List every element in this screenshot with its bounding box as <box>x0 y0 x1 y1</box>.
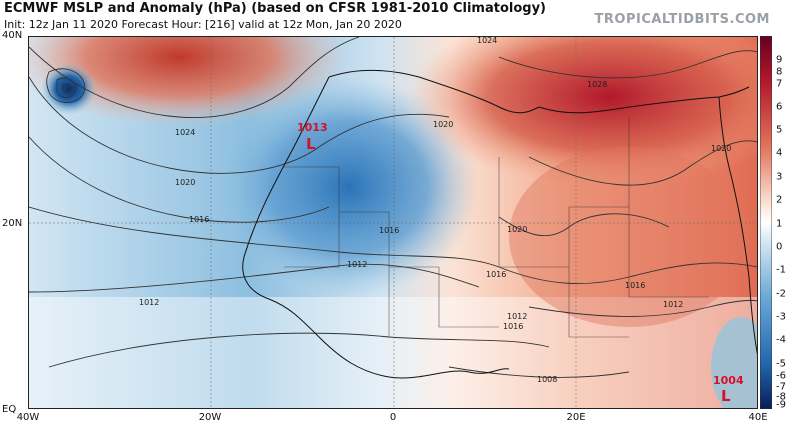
isobar-label: 1016 <box>625 281 645 290</box>
isobar-label: 1020 <box>507 225 527 234</box>
lon-label-40w: 40W <box>16 412 40 423</box>
isobar-label: 1016 <box>189 215 209 224</box>
colorbar-tick: 0 <box>776 241 783 253</box>
isobar-label: 1020 <box>175 178 195 187</box>
colorbar-tick: 1 <box>776 218 783 230</box>
lat-label-20n: 20N <box>2 218 23 229</box>
isobar-label: 1020 <box>433 120 453 129</box>
colorbar-tick: 3 <box>776 171 783 183</box>
brand-logo: TROPICALTIDBITS.COM <box>594 12 770 27</box>
colorbar-tick: -3 <box>776 311 786 323</box>
low-pressure-symbol: L <box>721 387 731 405</box>
country-borders <box>284 117 709 338</box>
tropical-neutral-band <box>29 297 757 408</box>
lon-label-40e: 40E <box>748 412 768 423</box>
lon-label-20e: 20E <box>566 412 586 423</box>
colorbar-tick: 9 <box>776 54 783 66</box>
colorbar-tick: -9 <box>776 399 786 411</box>
map-subtitle: Init: 12z Jan 11 2020 Forecast Hour: [21… <box>4 18 402 31</box>
isobar-label: 1016 <box>486 270 506 279</box>
isobar-label: 1012 <box>507 312 527 321</box>
colorbar-tick: -8 <box>776 391 786 403</box>
isobar-label: 1020 <box>711 144 731 153</box>
isobar-label: 1008 <box>537 375 557 384</box>
low-pressure-value: 1004 <box>713 374 744 387</box>
colorbar-scale <box>760 36 772 409</box>
isobar-label: 1016 <box>379 226 399 235</box>
isobar-label: 1012 <box>139 298 159 307</box>
forecast-map: 1024 1020 1016 1012 1020 1016 1012 1008 … <box>28 36 758 409</box>
colorbar-tick: -7 <box>776 381 786 393</box>
isobar-label: 1016 <box>503 322 523 331</box>
isobar-label: 1012 <box>663 300 683 309</box>
isobar-label: 1024 <box>175 128 195 137</box>
low-pressure-value: 1013 <box>297 121 328 134</box>
colorbar-tick: 7 <box>776 78 783 90</box>
isobar-label: 1012 <box>347 260 367 269</box>
sahara-negative-anomaly <box>219 77 479 297</box>
map-canvas: 1024 1020 1016 1012 1020 1016 1012 1008 … <box>29 37 757 408</box>
colorbar-tick: 5 <box>776 124 783 136</box>
lon-label-0: 0 <box>389 412 397 423</box>
colorbar-tick: -5 <box>776 358 786 370</box>
grid-lines <box>29 37 757 408</box>
colorbar-tick: 2 <box>776 194 783 206</box>
lon-label-20w: 20W <box>198 412 222 423</box>
colorbar-tick: 8 <box>776 66 783 78</box>
atlantic-low-anomaly <box>41 63 97 115</box>
coastlines <box>242 69 757 379</box>
low-pressure-symbol: L <box>306 135 316 153</box>
colorbar <box>760 36 772 409</box>
map-title: ECMWF MSLP and Anomaly (hPa) (based on C… <box>4 1 546 16</box>
colorbar-tick: -2 <box>776 288 786 300</box>
colorbar-tick: 6 <box>776 101 783 113</box>
lat-label-40n: 40N <box>2 30 23 41</box>
colorbar-tick: -4 <box>776 334 786 346</box>
southeast-negative-anomaly <box>711 317 757 408</box>
isobar-label: 1028 <box>587 80 607 89</box>
colorbar-tick: -1 <box>776 264 786 276</box>
colorbar-tick: 4 <box>776 147 783 159</box>
lat-label-eq: EQ <box>2 404 17 415</box>
colorbar-tick: -6 <box>776 370 786 382</box>
isobar-label: 1024 <box>477 37 497 45</box>
mediterranean-positive-anomaly <box>409 37 757 187</box>
